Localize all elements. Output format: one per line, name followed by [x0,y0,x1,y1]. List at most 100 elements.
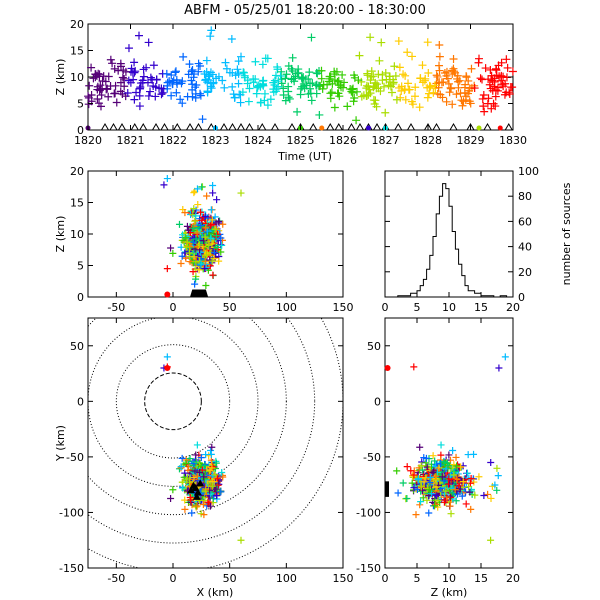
station-triangle [449,123,458,131]
source-point [178,252,186,260]
station-triangle [196,479,205,487]
source-point [177,463,185,471]
source-point [167,244,175,252]
source-point [237,52,246,61]
source-point [378,70,387,79]
source-point [199,501,207,509]
source-point [245,84,254,93]
source-point [234,79,243,88]
ground-marker [497,125,503,131]
source-point [326,89,335,98]
source-point [277,67,286,76]
source-point [201,487,209,495]
source-point [85,81,94,90]
x-tick-label: 0 [382,301,389,314]
source-point [475,473,483,481]
source-point [461,95,470,104]
source-point [218,76,227,85]
station-triangle [151,123,161,131]
y-tick-label: 0 [518,291,525,304]
source-point [209,189,217,197]
source-point [317,74,326,83]
source-point [167,71,176,80]
source-point [209,271,217,279]
source-point [404,79,413,88]
range-ring [88,318,343,568]
source-point [217,488,225,496]
source-point [135,91,144,100]
y-tick-label: 60 [518,215,532,228]
source-point [192,258,200,266]
source-point [252,89,261,98]
source-point [95,99,104,108]
station-triangle [172,123,182,131]
source-point [208,464,216,472]
source-point [435,52,444,61]
station-triangle [138,123,148,131]
source-point [416,443,424,451]
source-point [433,492,441,500]
source-point [448,100,457,109]
x-tick-label: 5 [414,301,421,314]
source-point [212,485,220,493]
source-point [196,91,205,100]
source-point [410,92,419,101]
source-point [212,459,220,467]
source-point [244,97,253,106]
source-point [192,212,200,220]
source-point [432,472,440,480]
source-point [198,183,206,191]
source-point [479,90,488,99]
source-point [251,57,260,66]
source-point [424,68,433,77]
source-point [395,63,404,72]
source-point [451,486,459,494]
x-tick-label: 10 [442,301,456,314]
source-point [409,472,417,480]
time-height-axes: 1820 1821 1822 1823 1824 1825 1826 1827 1828 1829… [70,18,527,147]
source-point [237,189,245,197]
source-point [144,38,153,47]
source-point [318,84,327,93]
source-point [104,92,113,101]
source-point [206,222,214,230]
y-tick-label: 20 [518,266,532,279]
source-point [188,80,197,89]
source-point [285,94,294,103]
range-ring [115,344,231,459]
source-point [185,478,193,486]
source-point [354,76,363,85]
source-point [382,75,391,84]
y-tick-label: 20 [70,18,84,31]
source-point [317,66,326,75]
source-point [414,476,422,484]
x-tick-label: 1823 [202,134,230,147]
source-point [458,101,467,110]
source-point [169,249,177,257]
source-point [312,89,321,98]
source-point [484,75,493,84]
y-tick-label: 0 [374,395,381,408]
source-point [370,100,379,109]
source-point [456,485,464,493]
station-triangle [192,492,201,500]
source-point [410,484,418,492]
y-tick-label: 0 [77,124,84,137]
x-height-points [160,175,245,298]
source-point [207,26,216,35]
source-point [182,459,190,467]
x-tick-label: 1824 [244,134,272,147]
source-point [108,59,117,68]
source-point [506,83,515,92]
source-point [273,63,282,72]
source-point [462,500,470,508]
source-point [499,82,508,91]
source-point [189,73,198,82]
source-point [260,96,269,105]
source-point [426,82,435,91]
source-point [440,68,449,77]
source-point [497,73,506,82]
source-point [413,486,421,494]
source-point [466,99,475,108]
source-point [416,501,424,509]
